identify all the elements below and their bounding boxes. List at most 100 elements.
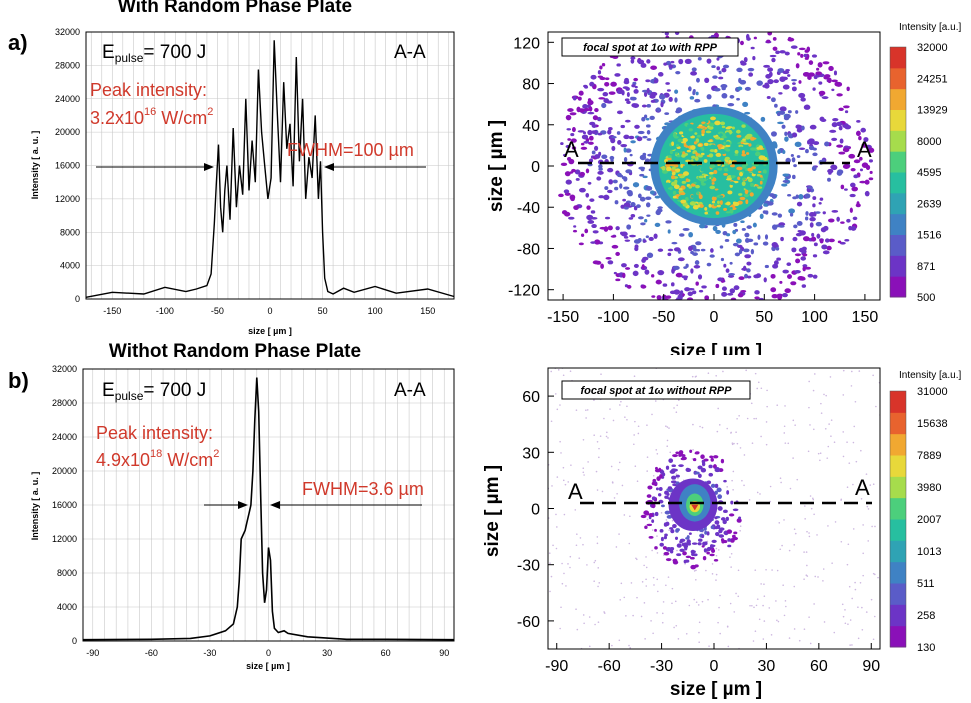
background-speckle	[692, 448, 694, 451]
speckle	[850, 225, 857, 231]
speckle	[746, 37, 751, 41]
speckle	[821, 244, 828, 250]
speckle	[674, 89, 679, 94]
lineout-series	[82, 377, 455, 641]
core-speckle	[752, 169, 759, 174]
core-speckle	[661, 166, 666, 171]
core-speckle	[738, 193, 743, 196]
background-speckle	[671, 519, 674, 522]
background-speckle	[846, 486, 849, 488]
map-title-box	[561, 380, 751, 400]
speckle	[774, 103, 778, 108]
speckle	[617, 140, 622, 145]
speckle	[754, 290, 760, 295]
speckle	[779, 110, 786, 115]
speckle	[630, 58, 635, 64]
core-speckle	[686, 149, 691, 153]
core-speckle	[747, 189, 752, 193]
speckle	[694, 564, 698, 568]
energy-label: Epulse= 700 J	[102, 42, 206, 65]
colorbar-segment	[890, 67, 906, 90]
speckle	[739, 60, 745, 65]
speckle	[684, 287, 691, 292]
speckle	[659, 542, 664, 547]
speckle	[607, 167, 614, 173]
speckle	[657, 206, 663, 210]
speckle	[753, 242, 759, 246]
background-speckle	[745, 369, 747, 372]
x-tick-label: 90	[439, 648, 449, 658]
speckle	[778, 222, 786, 227]
background-speckle	[872, 638, 875, 641]
speckle	[831, 137, 838, 141]
speckle	[569, 112, 577, 116]
speckle	[690, 268, 694, 274]
x-tick-label: 0	[267, 306, 272, 316]
background-speckle	[794, 532, 797, 535]
background-speckle	[668, 529, 670, 531]
core-speckle	[697, 154, 703, 158]
speckle	[830, 164, 838, 170]
speckle	[643, 91, 648, 97]
speckle	[648, 236, 654, 241]
background-speckle	[793, 628, 796, 630]
background-speckle	[752, 640, 755, 642]
speckle	[564, 171, 571, 177]
background-speckle	[675, 624, 678, 627]
background-speckle	[699, 425, 701, 428]
background-speckle	[633, 375, 636, 378]
background-speckle	[865, 473, 868, 475]
background-speckle	[651, 529, 654, 531]
speckle	[692, 307, 699, 310]
background-speckle	[736, 417, 738, 420]
speckle	[670, 60, 675, 64]
background-speckle	[760, 583, 762, 585]
colorbar-segment	[890, 412, 906, 435]
speckle	[736, 97, 740, 101]
speckle	[642, 175, 648, 179]
speckle	[782, 173, 790, 177]
speckle	[738, 276, 745, 281]
speckle	[700, 467, 707, 473]
speckle	[815, 221, 822, 227]
core-speckle	[717, 144, 723, 148]
y-tick-label: -120	[508, 283, 540, 300]
background-speckle	[766, 405, 768, 408]
x-tick-label: 60	[381, 648, 391, 658]
background-speckle	[660, 512, 663, 514]
background-speckle	[640, 615, 643, 618]
colorbar-tick-label: 15638	[917, 418, 948, 430]
speckle	[692, 550, 696, 554]
core-speckle	[744, 189, 749, 195]
background-speckle	[652, 576, 655, 579]
speckle	[637, 193, 642, 199]
background-speckle	[695, 569, 697, 572]
speckle	[565, 114, 572, 121]
background-speckle	[645, 585, 648, 587]
speckle	[702, 21, 706, 24]
speckle	[597, 87, 605, 92]
speckle	[831, 210, 839, 213]
speckle	[721, 286, 727, 291]
background-speckle	[808, 616, 810, 618]
speckle	[615, 278, 621, 282]
colorbar-segment	[890, 604, 906, 627]
background-speckle	[806, 564, 808, 567]
speckle	[824, 141, 830, 147]
speckle	[590, 210, 596, 214]
speckle	[793, 164, 797, 168]
core-speckle	[701, 196, 706, 201]
speckle	[694, 471, 700, 475]
speckle	[676, 553, 682, 557]
speckle	[792, 82, 796, 85]
background-speckle	[751, 442, 754, 444]
speckle	[740, 24, 744, 29]
background-speckle	[574, 509, 577, 511]
background-speckle	[780, 481, 782, 484]
background-speckle	[669, 451, 672, 454]
speckle	[710, 525, 715, 529]
background-speckle	[755, 417, 757, 420]
speckle	[787, 132, 793, 138]
speckle	[706, 551, 710, 555]
speckle	[784, 51, 790, 56]
